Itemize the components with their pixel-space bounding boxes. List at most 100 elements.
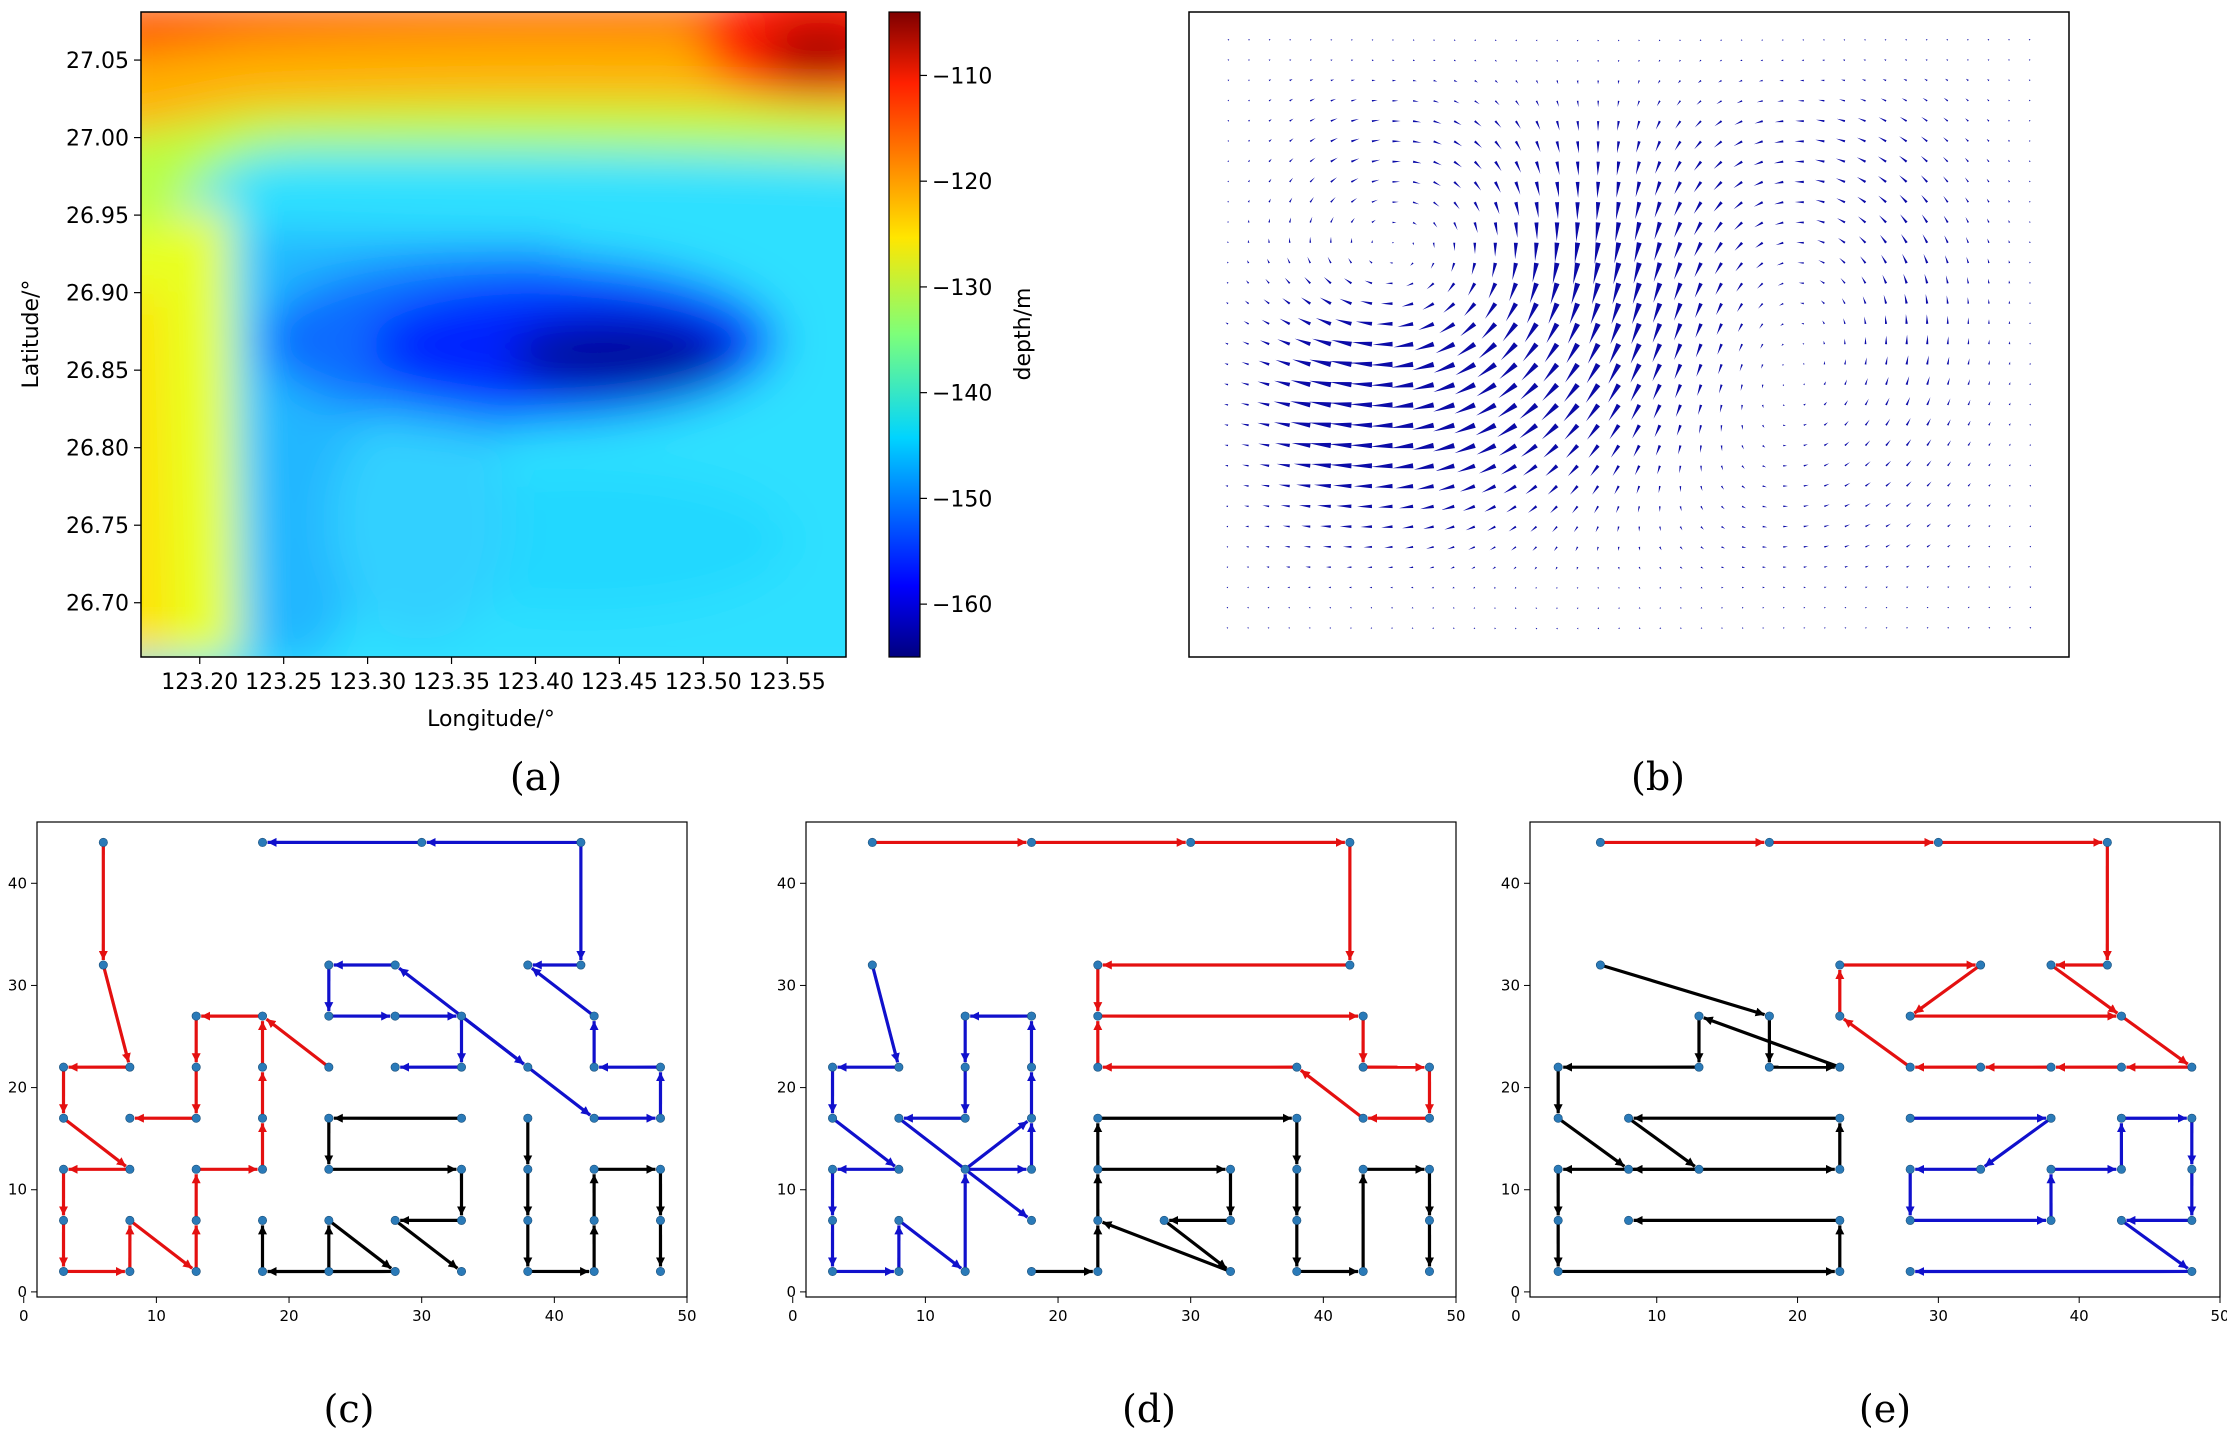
- waypoint-node: [98, 837, 108, 847]
- waypoint-node: [523, 1215, 533, 1225]
- waypoint-node: [1027, 1011, 1037, 1021]
- waypoint-node: [125, 1266, 135, 1276]
- waypoint-node: [576, 837, 586, 847]
- waypoint-node: [894, 1164, 904, 1174]
- depth-heatmap: [141, 12, 846, 657]
- y-tick-label: 10: [1501, 1181, 1520, 1199]
- waypoint-node: [1595, 960, 1605, 970]
- a-y-axis: 26.70 26.75 26.80 26.85 26.90 26.95 27.00 27.05: [66, 49, 141, 617]
- waypoint-node: [894, 1266, 904, 1276]
- waypoint-node: [390, 960, 400, 970]
- a-x-tick-label: 123.20: [161, 670, 238, 695]
- x-tick-label: 30: [1929, 1307, 1948, 1325]
- waypoint-node: [894, 1062, 904, 1072]
- waypoint-node: [1835, 1164, 1845, 1174]
- y-tick-label: 40: [1501, 874, 1520, 892]
- waypoint-node: [2102, 960, 2112, 970]
- waypoint-node: [1905, 1266, 1915, 1276]
- waypoint-node: [59, 1215, 69, 1225]
- waypoint-node: [576, 960, 586, 970]
- a-x-tick-label: 123.55: [749, 670, 826, 695]
- waypoint-node: [1292, 1113, 1302, 1123]
- quiver-frame: [1188, 11, 2070, 658]
- waypoint-node: [1553, 1266, 1563, 1276]
- blue-path-segment: [530, 966, 596, 1018]
- waypoint-node: [2046, 960, 2056, 970]
- waypoint-node: [1905, 1062, 1915, 1072]
- black-path-segment: [1163, 1219, 1228, 1270]
- x-tick-label: 50: [677, 1307, 696, 1325]
- colorbar-tick-label: −160: [932, 593, 992, 618]
- blue-path-segment: [526, 1065, 592, 1117]
- colorbar-tick-label: −140: [932, 382, 992, 407]
- waypoint-node: [1764, 837, 1774, 847]
- waypoint-node: [828, 1113, 838, 1123]
- waypoint-node: [1835, 1266, 1845, 1276]
- waypoint-node: [1186, 837, 1196, 847]
- waypoint-node: [1027, 1266, 1037, 1276]
- x-tick-label: 20: [1048, 1307, 1067, 1325]
- waypoint-node: [1553, 1113, 1563, 1123]
- x-tick-label: 20: [1788, 1307, 1807, 1325]
- a-x-tick-label: 123.30: [329, 670, 406, 695]
- e-plot-frame: [1529, 821, 2221, 1298]
- waypoint-node: [523, 1062, 533, 1072]
- waypoint-node: [1835, 1011, 1845, 1021]
- waypoint-node: [589, 1266, 599, 1276]
- x-tick-label: 0: [1511, 1307, 1521, 1325]
- waypoint-node: [1358, 1266, 1368, 1276]
- waypoint-node: [2187, 1266, 2197, 1276]
- waypoint-node: [125, 1215, 135, 1225]
- colorbar-tick-label: −130: [932, 276, 992, 301]
- waypoint-node: [655, 1062, 665, 1072]
- waypoint-node: [390, 1011, 400, 1021]
- waypoint-node: [960, 1164, 970, 1174]
- waypoint-node: [125, 1113, 135, 1123]
- red-path-segment: [1842, 1017, 1912, 1069]
- waypoint-node: [258, 1062, 268, 1072]
- black-path-segment: [394, 1219, 459, 1270]
- waypoint-node: [456, 1062, 466, 1072]
- waypoint-node: [589, 1011, 599, 1021]
- a-y-tick-label: 26.95: [66, 204, 129, 229]
- waypoint-node: [828, 1062, 838, 1072]
- waypoint-node: [2116, 1215, 2126, 1225]
- waypoint-node: [125, 1062, 135, 1072]
- waypoint-node: [828, 1266, 838, 1276]
- waypoint-node: [98, 960, 108, 970]
- black-path-segment: [1101, 1220, 1232, 1273]
- waypoint-node: [1027, 1113, 1037, 1123]
- waypoint-node: [324, 1164, 334, 1174]
- blue-path-segment: [964, 1120, 1029, 1171]
- waypoint-node: [867, 837, 877, 847]
- waypoint-node: [1694, 1062, 1704, 1072]
- a-y-tick-label: 26.70: [66, 592, 129, 617]
- black-path-segment: [1627, 1116, 1696, 1168]
- waypoint-node: [2116, 1011, 2126, 1021]
- waypoint-node: [523, 1113, 533, 1123]
- waypoint-node: [1424, 1266, 1434, 1276]
- red-path-segment: [128, 1219, 194, 1270]
- panel-c: 0 10 20 30 40 50 0 10 20 30 40 (c): [8, 821, 697, 1431]
- waypoint-node: [523, 960, 533, 970]
- waypoint-node: [1835, 960, 1845, 970]
- waypoint-node: [324, 1062, 334, 1072]
- waypoint-node: [191, 1164, 201, 1174]
- waypoint-node: [1553, 1062, 1563, 1072]
- colorbar-tick-label: −110: [932, 64, 992, 89]
- waypoint-node: [1225, 1266, 1235, 1276]
- waypoint-node: [2187, 1215, 2197, 1225]
- a-x-axis: 123.20 123.25 123.30 123.35 123.40 123.45 123.…: [161, 657, 826, 695]
- y-tick-label: 40: [777, 874, 796, 892]
- waypoint-node: [456, 1113, 466, 1123]
- red-path-segment: [101, 964, 131, 1063]
- waypoint-node: [1835, 1215, 1845, 1225]
- colorbar-tick-label: −150: [932, 487, 992, 512]
- caption-d: (d): [1122, 1387, 1176, 1431]
- waypoint-node: [456, 1011, 466, 1021]
- waypoint-node: [59, 1164, 69, 1174]
- waypoint-node: [655, 1164, 665, 1174]
- heatmap-frame: [140, 11, 847, 658]
- waypoint-node: [1358, 1164, 1368, 1174]
